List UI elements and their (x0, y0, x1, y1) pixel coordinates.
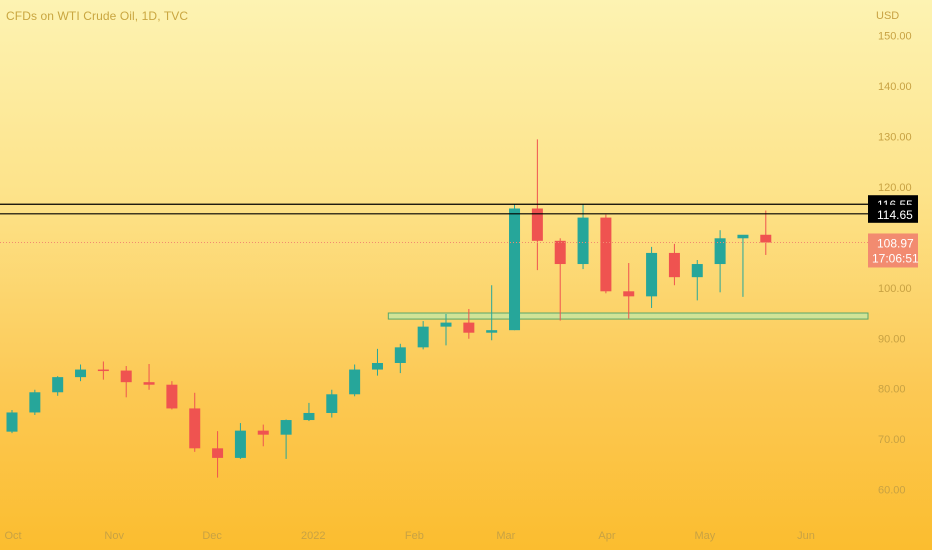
candle-body (234, 430, 246, 458)
candle-body (97, 369, 109, 372)
y-tick-label: 130.00 (878, 131, 912, 143)
level-tag-label: 114.65 (877, 208, 913, 222)
candle-body (737, 234, 749, 239)
countdown-label: 17:06:51 (872, 251, 919, 265)
x-tick-label: 2022 (301, 530, 325, 542)
candle-body (280, 420, 292, 435)
x-tick-label: Dec (202, 530, 222, 542)
support-zone (387, 312, 869, 320)
x-tick-label: Feb (405, 530, 424, 542)
candle-body (189, 408, 201, 449)
candle-body (371, 362, 383, 370)
y-tick-label: 90.00 (878, 333, 906, 345)
y-tick-label: 80.00 (878, 384, 906, 396)
candle-body (143, 382, 155, 385)
y-tick-label: 120.00 (878, 182, 912, 194)
last-price-tag (868, 233, 918, 268)
candle-body (417, 326, 429, 348)
candle-body (760, 234, 772, 243)
candle-body (531, 208, 543, 241)
x-tick-label: Apr (598, 530, 615, 542)
x-tick-label: May (694, 530, 715, 542)
candle-body (509, 208, 521, 331)
candle-body (668, 252, 680, 278)
candle-body (714, 238, 726, 265)
candle-body (600, 217, 612, 292)
candle-body (623, 291, 635, 297)
y-tick-label: 140.00 (878, 81, 912, 93)
candle-body (52, 377, 64, 393)
candle-body (486, 330, 498, 333)
candle-body (75, 369, 87, 378)
candle-body (166, 384, 178, 409)
candle-body (691, 264, 703, 278)
candle-body (554, 240, 566, 265)
y-tick-label: 70.00 (878, 434, 906, 446)
candle-body (394, 347, 406, 363)
y-tick-label: 150.00 (878, 30, 912, 42)
x-tick-label: Nov (104, 530, 124, 542)
level-tag (868, 204, 918, 223)
candle-body (326, 394, 338, 413)
x-tick-label: Jun (797, 530, 815, 542)
candle-body (349, 369, 361, 395)
candle-body (463, 322, 475, 333)
candle-body (6, 412, 18, 432)
candle-body (29, 392, 41, 413)
y-tick-label: 100.00 (878, 283, 912, 295)
candle-body (257, 430, 269, 435)
chart-title: CFDs on WTI Crude Oil, 1D, TVC (6, 9, 189, 23)
candle-body (303, 412, 315, 421)
x-tick-label: Oct (4, 530, 21, 542)
candle-body (120, 370, 132, 383)
candle-body (212, 448, 224, 458)
candle-body (646, 252, 658, 297)
candle-body (577, 217, 589, 265)
currency-label: USD (876, 10, 899, 22)
candle-body (440, 322, 452, 327)
last-price-label: 108.97 (877, 236, 914, 250)
x-tick-label: Mar (496, 530, 515, 542)
y-tick-label: 60.00 (878, 485, 906, 497)
